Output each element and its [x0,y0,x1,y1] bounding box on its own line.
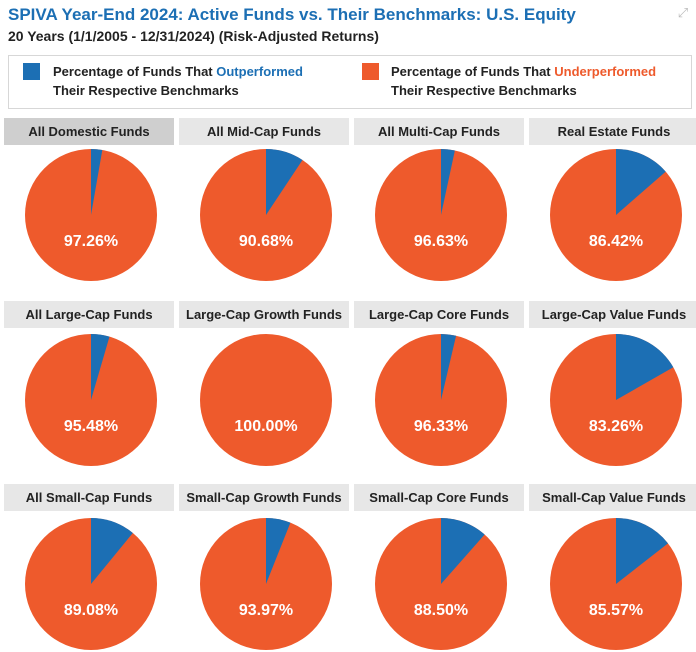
legend-outperformed-line2: Their Respective Benchmarks [53,83,239,98]
pie-chart-large-cap-growth-funds[interactable]: 100.00% [198,332,334,468]
slice-outperformed[interactable] [441,149,455,215]
data-label-underperformed: 88.50% [414,602,468,619]
legend-label-outperformed: Percentage of Funds That Outperformed Th… [53,62,303,100]
pie-chart-all-multi-cap-funds[interactable]: 96.63% [373,147,509,283]
pie-title-all-multi-cap-funds: All Multi-Cap Funds [354,118,524,145]
legend-underperformed-keyword: Underperformed [554,64,657,79]
slice-outperformed[interactable] [91,149,103,215]
chart-subtitle: 20 Years (1/1/2005 - 12/31/2024) (Risk-A… [8,28,379,44]
pie-title-all-mid-cap-funds: All Mid-Cap Funds [179,118,349,145]
pie-title-large-cap-core-funds: Large-Cap Core Funds [354,301,524,328]
expand-arrows-icon[interactable]: ⤢ [677,5,689,20]
pie-chart-large-cap-value-funds[interactable]: 83.26% [548,332,684,468]
pie-chart-real-estate-funds[interactable]: 86.42% [548,147,684,283]
data-label-underperformed: 86.42% [589,233,643,250]
data-label-underperformed: 90.68% [239,233,293,250]
slice-outperformed[interactable] [616,518,668,584]
data-label-underperformed: 97.26% [64,233,118,250]
legend-label-underperformed: Percentage of Funds That Underperformed … [391,62,656,100]
legend-underperformed-line2: Their Respective Benchmarks [391,83,577,98]
pie-chart-small-cap-core-funds[interactable]: 88.50% [373,516,509,652]
slice-outperformed[interactable] [441,518,485,584]
pie-title-all-small-cap-funds: All Small-Cap Funds [4,484,174,511]
legend: Percentage of Funds That Outperformed Th… [8,55,692,109]
legend-outperformed-prefix: Percentage of Funds That [53,64,217,79]
slice-outperformed[interactable] [616,334,674,400]
data-label-underperformed: 96.63% [414,233,468,250]
pie-title-real-estate-funds: Real Estate Funds [529,118,696,145]
pie-title-small-cap-growth-funds: Small-Cap Growth Funds [179,484,349,511]
pie-chart-all-mid-cap-funds[interactable]: 90.68% [198,147,334,283]
data-label-underperformed: 96.33% [414,418,468,435]
pie-chart-small-cap-value-funds[interactable]: 85.57% [548,516,684,652]
data-label-underperformed: 83.26% [589,418,643,435]
data-label-underperformed: 95.48% [64,418,118,435]
pie-title-large-cap-growth-funds: Large-Cap Growth Funds [179,301,349,328]
pie-chart-all-small-cap-funds[interactable]: 89.08% [23,516,159,652]
pie-chart-all-domestic-funds[interactable]: 97.26% [23,147,159,283]
data-label-underperformed: 85.57% [589,602,643,619]
pie-chart-all-large-cap-funds[interactable]: 95.48% [23,332,159,468]
data-label-underperformed: 89.08% [64,602,118,619]
slice-outperformed[interactable] [266,518,291,584]
slice-outperformed[interactable] [441,334,457,400]
legend-underperformed-prefix: Percentage of Funds That [391,64,555,79]
pie-chart-large-cap-core-funds[interactable]: 96.33% [373,332,509,468]
slice-underperformed[interactable] [200,334,332,466]
slice-outperformed[interactable] [91,518,133,584]
slice-outperformed[interactable] [91,334,110,400]
pie-chart-small-cap-growth-funds[interactable]: 93.97% [198,516,334,652]
legend-outperformed-keyword: Outperformed [216,64,303,79]
data-label-underperformed: 93.97% [239,602,293,619]
legend-swatch-underperformed [362,63,379,80]
slice-outperformed[interactable] [266,149,303,215]
data-label-underperformed: 100.00% [234,418,297,435]
pie-title-large-cap-value-funds: Large-Cap Value Funds [529,301,696,328]
pie-title-all-domestic-funds: All Domestic Funds [4,118,174,145]
pie-title-all-large-cap-funds: All Large-Cap Funds [4,301,174,328]
pie-title-small-cap-core-funds: Small-Cap Core Funds [354,484,524,511]
slice-outperformed[interactable] [616,149,666,215]
pie-title-small-cap-value-funds: Small-Cap Value Funds [529,484,696,511]
legend-swatch-outperformed [23,63,40,80]
chart-title: SPIVA Year-End 2024: Active Funds vs. Th… [8,5,576,24]
